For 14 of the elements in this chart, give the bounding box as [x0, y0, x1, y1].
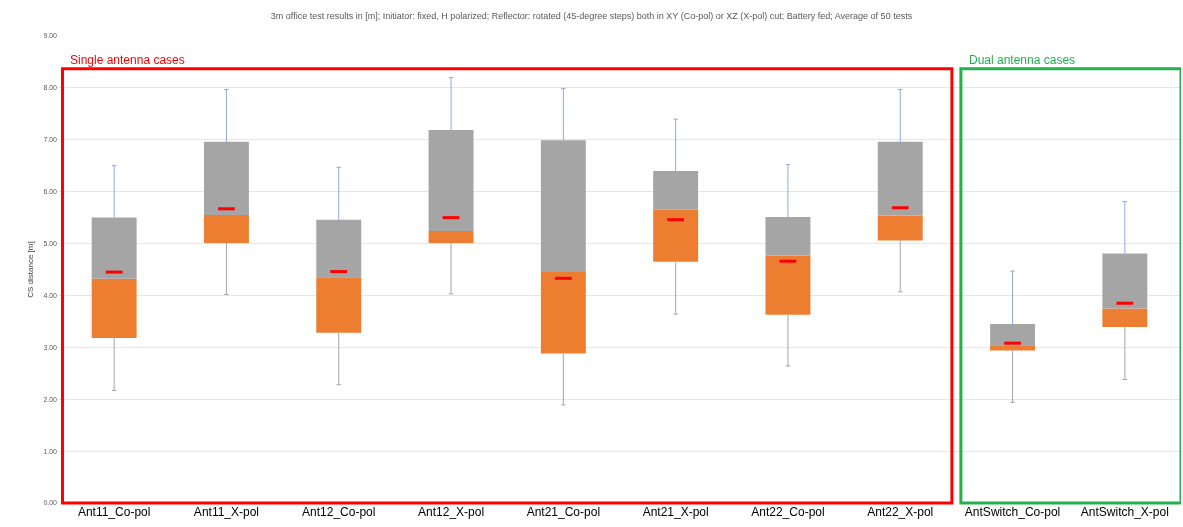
y-axis-title: CS distance [m]: [26, 241, 36, 298]
x-tick-label: Ant21_X-pol: [642, 505, 709, 519]
x-tick-label: AntSwitch_Co-pol: [964, 505, 1061, 519]
x-tick-label: Ant11_X-pol: [193, 505, 260, 519]
x-tick-label: Ant21_Co-pol: [526, 505, 601, 519]
x-tick-label: Ant11_Co-pol: [77, 505, 151, 519]
chart-title: 3m office test results in [m]; Initiator: fixed, H polarized; Reflector: rotated (45-degree steps) both in XY (Co-pol) or XZ (X-pol) cut; Battery fed; Average of 50 tests: [270, 11, 913, 22]
annotation: Dual antenna cases: [969, 53, 1076, 67]
x-tick-label: Ant22_X-pol: [867, 505, 934, 519]
x-tick-label: Ant12_X-pol: [418, 505, 485, 519]
x-tick-label: Ant22_Co-pol: [751, 505, 825, 519]
annotation: Single antenna cases: [70, 53, 185, 67]
x-tick-label: AntSwitch_X-pol: [1080, 505, 1169, 519]
x-tick-label: Ant12_Co-pol: [302, 505, 376, 519]
